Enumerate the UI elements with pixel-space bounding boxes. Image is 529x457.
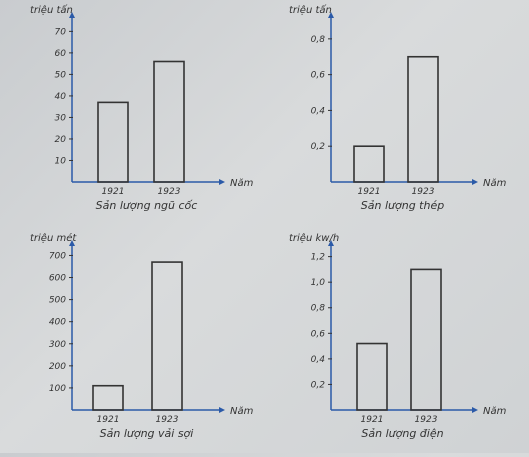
chart-1-y-tick-label: 40 <box>55 92 67 102</box>
chart-1-bar-1923 <box>153 60 185 183</box>
chart-3-caption: Sản lượng vải sợi <box>100 427 194 440</box>
chart-3-y-tick-label: 100 <box>49 384 66 394</box>
chart-4-x-tick-label: 1923 <box>415 415 438 425</box>
chart-4-y-tick-label: 0,2 <box>311 380 326 390</box>
chart-4-x-tick-label: 1921 <box>361 415 384 425</box>
chart-2-y-label: triệu tấn <box>289 4 332 16</box>
chart-2-x-label: Năm <box>483 178 507 189</box>
chart-3-y-tick-label: 700 <box>49 251 66 261</box>
chart-2-bar-1923 <box>407 55 439 183</box>
chart-3-x-axis-arrow <box>219 407 225 413</box>
chart-4-y-tick-label: 1,2 <box>311 253 326 263</box>
chart-1-y-label: triệu tấn <box>30 4 73 16</box>
chart-1-bar-1921 <box>97 101 129 183</box>
chart-3-bar-1921 <box>92 384 124 411</box>
chart-2-caption: Sản lượng thép <box>361 199 444 212</box>
chart-3-y-axis-arrow <box>69 240 75 246</box>
chart-1-x-tick-label: 1923 <box>158 187 181 197</box>
chart-2-y-tick-label: 0,8 <box>311 35 326 45</box>
chart-2-y-tick-label: 0,6 <box>311 71 326 81</box>
chart-1-x-tick-label: 1921 <box>102 187 125 197</box>
chart-2-y-tick-label: 0,2 <box>311 142 326 152</box>
chart-3-y-tick-label: 400 <box>49 318 66 328</box>
chart-3-x-tick-label: 1921 <box>97 415 120 425</box>
chart-2-y-tick-label: 0,4 <box>311 106 326 116</box>
chart-3-y-tick-label: 600 <box>49 274 66 284</box>
chart-1-y-axis-arrow <box>69 12 75 18</box>
chart-4-caption: Sản lượng điện <box>361 427 443 440</box>
chart-4-bar-1923 <box>410 268 442 411</box>
chart-4-bar-1921 <box>356 342 388 411</box>
chart-4-y-axis-arrow <box>328 240 334 246</box>
chart-3-y-tick-label: 300 <box>49 340 66 350</box>
chart-4-y-tick-label: 0,4 <box>311 355 326 365</box>
chart-2-bar-1921 <box>353 145 385 183</box>
chart-4-x-axis-arrow <box>472 407 478 413</box>
chart-2-x-tick-label: 1923 <box>412 187 435 197</box>
chart-4-y-label: triệu kw/h <box>289 232 339 244</box>
chart-3-y-tick-label: 200 <box>49 362 66 372</box>
chart-1-y-tick-label: 30 <box>55 113 67 123</box>
chart-1-y-tick-label: 60 <box>55 49 67 59</box>
chart-3-bar-1923 <box>151 261 183 411</box>
chart-1-x-axis-arrow <box>219 179 225 185</box>
chart-1-y-tick-label: 70 <box>55 27 67 37</box>
chart-4-y-tick-label: 1,0 <box>311 278 326 288</box>
chart-2-y-axis-arrow <box>328 12 334 18</box>
chart-1-y-tick-label: 20 <box>55 135 67 145</box>
chart-4-y-tick-label: 0,8 <box>311 304 326 314</box>
chart-2-x-tick-label: 1921 <box>358 187 381 197</box>
chart-3-y-tick-label: 500 <box>49 296 66 306</box>
chart-3-y-label: triệu mét <box>30 232 77 244</box>
chart-1-y-tick-label: 10 <box>55 156 67 166</box>
chart-4-x-label: Năm <box>483 406 507 417</box>
chart-1-y-tick-label: 50 <box>55 70 67 80</box>
chart-1-caption: Sản lượng ngũ cốc <box>96 199 198 212</box>
chart-1-x-label: Năm <box>230 178 254 189</box>
chart-3-x-tick-label: 1923 <box>156 415 179 425</box>
chart-3-x-label: Năm <box>230 406 254 417</box>
chart-4-y-tick-label: 0,6 <box>311 329 326 339</box>
chart-2-x-axis-arrow <box>472 179 478 185</box>
